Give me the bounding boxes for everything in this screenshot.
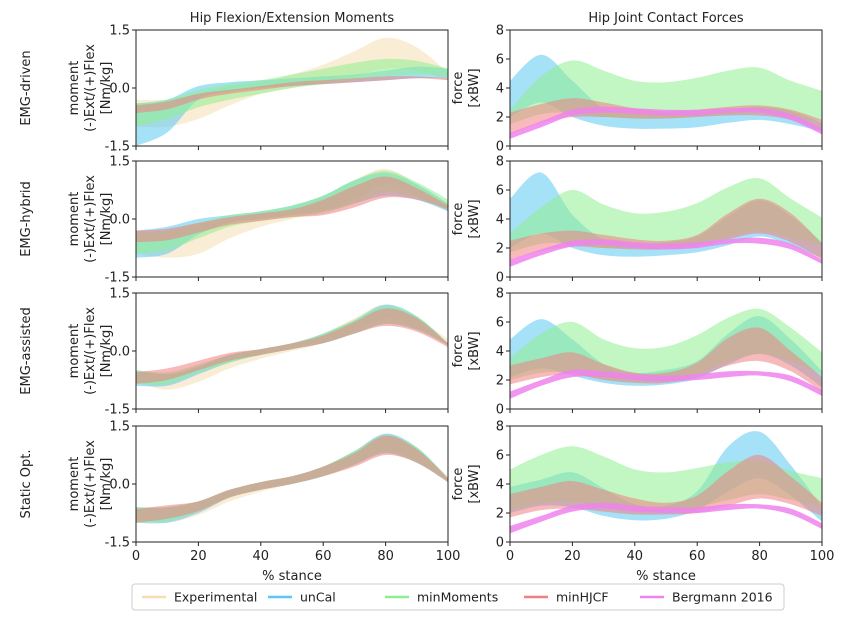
bergmann-2016-band (510, 237, 822, 267)
row-label-static-opt: Static Opt. (19, 449, 34, 518)
minhjcf-legend-label: minHJCF (556, 590, 609, 605)
bergmann-2016-legend-label: Bergmann 2016 (672, 590, 773, 605)
minhjcf-band (136, 176, 448, 243)
x-tick-label: 100 (810, 549, 835, 564)
y-tick-label: -1.5 (105, 403, 130, 418)
row-label-emg-driven: EMG-driven (19, 50, 34, 125)
moment-panel-static-opt: -1.5 0.0 1.5 0 20 40 60 80 100 moment (-)Ext/(+)Fl… (19, 420, 460, 565)
minhjcf-band (510, 454, 822, 518)
bergmann-2016-band (510, 106, 822, 139)
x-tick-label: 20 (190, 549, 207, 564)
minmoments-band (136, 58, 448, 127)
moment-ylabel: [Nm/kg] (99, 458, 114, 511)
force-ylabel: force (451, 72, 466, 105)
y-tick-label: 0.0 (109, 82, 130, 97)
force-ylabel: force (451, 335, 466, 368)
moment-panel-emg-driven: -1.5 0.0 1.5 moment (-)Ext/(+)Flex [Nm/kg] EMG… (19, 24, 449, 155)
force-ylabel: [xBW] (467, 331, 482, 370)
bergmann-2016-band (510, 502, 822, 534)
x-tick-label: 80 (377, 549, 394, 564)
experimental-legend-label: Experimental (174, 590, 257, 605)
y-tick-label: 0.0 (109, 478, 130, 493)
force-ylabel: [xBW] (467, 464, 482, 503)
force-panel-emg-driven: 0 2 4 6 8 force [xBW] (451, 24, 823, 155)
y-tick-label: 2 (496, 242, 504, 257)
y-tick-label: 4 (496, 82, 504, 97)
y-tick-label: 0 (496, 403, 504, 418)
y-tick-label: 0.0 (109, 345, 130, 360)
y-tick-label: 1.5 (109, 155, 130, 170)
y-tick-label: 0 (496, 140, 504, 155)
x-tick-label: 60 (689, 549, 706, 564)
y-tick-label: 0.0 (109, 213, 130, 228)
force-panel-emg-hybrid: 0 2 4 6 8 force [xBW] (451, 155, 823, 286)
moment-panel-emg-hybrid: -1.5 0.0 1.5 moment (-)Ext/(+)Flex [Nm/kg] EMG… (19, 155, 449, 286)
y-tick-label: 6 (496, 316, 504, 331)
moment-ylabel: (-)Ext/(+)Flex (83, 307, 98, 395)
y-tick-label: 6 (496, 449, 504, 464)
right-column-title: Hip Joint Contact Forces (588, 11, 744, 26)
moment-ylabel: moment (67, 457, 82, 512)
force-ylabel: [xBW] (467, 199, 482, 238)
minhjcf-band (136, 76, 448, 114)
force-ylabel: [xBW] (467, 68, 482, 107)
x-tick-label: 0 (132, 549, 140, 564)
y-tick-label: -1.5 (105, 271, 130, 286)
x-tick-label: 20 (564, 549, 581, 564)
y-tick-label: -1.5 (105, 536, 130, 551)
x-tick-label: 40 (627, 549, 644, 564)
y-tick-label: 0 (496, 271, 504, 286)
uncal-legend-label: unCal (300, 590, 336, 605)
y-tick-label: 1.5 (109, 420, 130, 435)
moment-ylabel: (-)Ext/(+)Flex (83, 44, 98, 132)
minhjcf-band (136, 308, 448, 384)
minhjcf-band (136, 435, 448, 523)
x-tick-label: 100 (436, 549, 461, 564)
x-tick-label: 40 (253, 549, 270, 564)
moment-ylabel: [Nm/kg] (99, 325, 114, 378)
left-xlabel: % stance (262, 569, 322, 584)
y-tick-label: 8 (496, 287, 504, 302)
minmoments-legend-label: minMoments (417, 590, 498, 605)
legend-frame (131, 583, 785, 611)
x-tick-label: 80 (751, 549, 768, 564)
y-tick-label: 2 (496, 507, 504, 522)
moment-panel-emg-assisted: -1.5 0.0 1.5 moment (-)Ext/(+)Flex [Nm/kg] EMG… (19, 287, 449, 418)
moment-ylabel: [Nm/kg] (99, 193, 114, 246)
moment-ylabel: moment (67, 192, 82, 247)
y-tick-label: -1.5 (105, 140, 130, 155)
y-tick-label: 8 (496, 24, 504, 39)
y-tick-label: 1.5 (109, 24, 130, 39)
moment-ylabel: moment (67, 61, 82, 116)
minhjcf-band (510, 98, 822, 135)
legend: Experimental unCal minMoments minHJCF Bergma… (131, 583, 785, 611)
y-tick-label: 4 (496, 478, 504, 493)
moment-ylabel: moment (67, 324, 82, 379)
row-label-emg-assisted: EMG-assisted (19, 307, 34, 394)
force-ylabel: force (451, 203, 466, 236)
row-label-emg-hybrid: EMG-hybrid (19, 181, 34, 257)
y-tick-label: 4 (496, 345, 504, 360)
y-tick-label: 2 (496, 111, 504, 126)
moment-ylabel: (-)Ext/(+)Flex (83, 175, 98, 263)
uncal-band (136, 66, 448, 146)
y-tick-label: 2 (496, 374, 504, 389)
right-xlabel: % stance (636, 569, 696, 584)
y-tick-label: 4 (496, 213, 504, 228)
x-tick-label: 0 (506, 549, 514, 564)
y-tick-label: 1.5 (109, 287, 130, 302)
y-tick-label: 6 (496, 53, 504, 68)
moment-ylabel: [Nm/kg] (99, 62, 114, 115)
force-ylabel: force (451, 468, 466, 501)
x-tick-label: 60 (315, 549, 332, 564)
y-tick-label: 0 (496, 536, 504, 551)
moment-ylabel: (-)Ext/(+)Flex (83, 440, 98, 528)
y-tick-label: 8 (496, 155, 504, 170)
left-column-title: Hip Flexion/Extension Moments (190, 11, 395, 26)
y-tick-label: 8 (496, 420, 504, 435)
y-tick-label: 6 (496, 184, 504, 199)
force-panel-emg-assisted: 0 2 4 6 8 force [xBW] (451, 287, 823, 418)
